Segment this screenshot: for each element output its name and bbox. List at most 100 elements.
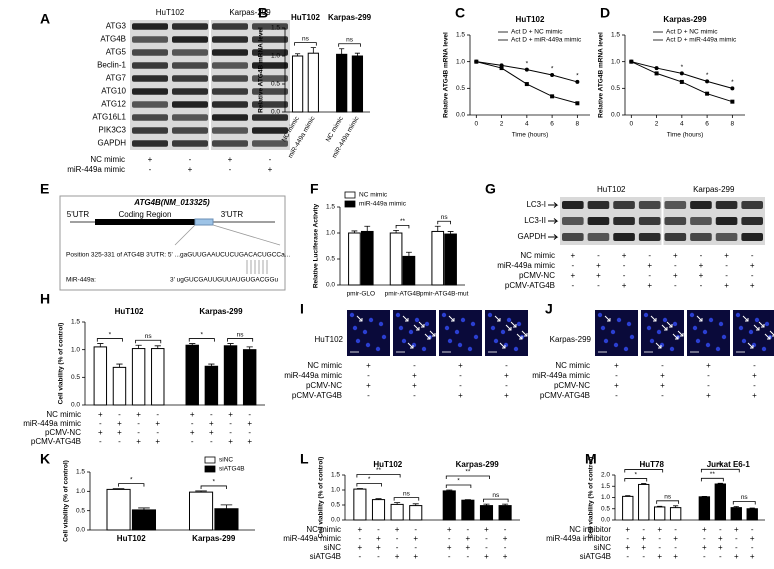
band: [587, 201, 610, 209]
error-bar: [483, 503, 490, 506]
band: [587, 233, 610, 241]
nucleus: [408, 329, 414, 335]
nucleus: [623, 346, 629, 352]
diagram-frame: [59, 195, 286, 291]
error-bar: [220, 504, 233, 509]
condition-sign: +: [657, 525, 662, 534]
nucleus: [735, 312, 741, 318]
condition-sign: +: [657, 552, 662, 561]
point: [705, 91, 710, 96]
legend-label: siATG4B: [219, 466, 245, 473]
significance-label: *: [551, 66, 554, 73]
cell-line-label: Karpas-299: [229, 8, 271, 17]
bar: [204, 365, 219, 406]
condition-sign: -: [751, 525, 754, 534]
condition-sign: +: [117, 419, 122, 428]
nucleus: [444, 325, 450, 331]
condition-sign: -: [229, 419, 232, 428]
band: [252, 101, 288, 108]
condition-sign: -: [413, 391, 416, 400]
panel-label: M: [585, 451, 597, 467]
error-bar: [351, 230, 358, 233]
bar: [746, 508, 758, 521]
band: [664, 233, 687, 241]
bar: [242, 349, 257, 406]
point: [575, 79, 580, 84]
condition-sign: +: [570, 251, 575, 260]
condition-sign: +: [247, 437, 252, 446]
condition-sign: -: [137, 419, 140, 428]
band: [212, 88, 248, 95]
condition-sign: -: [571, 281, 574, 290]
condition-sign: +: [622, 251, 627, 260]
nucleus: [362, 329, 368, 335]
error-bar: [195, 490, 207, 493]
condition-sign: -: [505, 381, 508, 390]
condition-sign: +: [718, 543, 723, 552]
x-tick-label: 2: [500, 121, 504, 128]
band: [252, 127, 288, 134]
condition-sign: +: [504, 371, 509, 380]
micrograph: [687, 310, 730, 356]
band-arrow: [548, 202, 559, 208]
puncta-arrow: [448, 315, 455, 322]
condition-sign: +: [148, 155, 153, 164]
condition-sign: +: [188, 165, 193, 174]
legend-swatch: [344, 191, 356, 199]
y-tick-label: 0.0: [76, 527, 85, 534]
nucleus: [702, 329, 708, 335]
bar: [409, 505, 423, 521]
condition-sign: +: [750, 552, 755, 561]
nucleus: [487, 312, 493, 318]
nucleus: [447, 338, 453, 344]
condition-sign: +: [660, 371, 665, 380]
region-label: Coding Region: [119, 210, 172, 219]
bar: [185, 344, 199, 406]
condition-label: pCMV-ATG4B: [540, 391, 590, 400]
condition-sign: +: [614, 381, 619, 390]
condition-sign: -: [504, 543, 507, 552]
condition-sign: -: [751, 251, 754, 260]
band: [638, 217, 661, 225]
nucleus: [516, 321, 522, 327]
y-tick-label: 1.5: [456, 32, 465, 39]
condition-sign: -: [751, 271, 754, 280]
point: [499, 66, 504, 71]
condition-sign: -: [467, 552, 470, 561]
micrograph: [485, 310, 528, 356]
puncta-arrow: [769, 330, 774, 337]
x-tick-label: Karpas-299: [192, 534, 236, 543]
condition-sign: -: [597, 281, 600, 290]
x-tick-label: 4: [680, 121, 684, 128]
x-tick-label: 8: [576, 121, 580, 128]
condition-label: NC inhibitor: [569, 525, 611, 534]
puncta-arrow: [650, 315, 657, 322]
condition-sign: +: [447, 543, 452, 552]
micrograph: [439, 310, 482, 356]
y-tick-label: 1.5: [611, 32, 620, 39]
error-bar: [657, 505, 663, 507]
error-bar: [717, 482, 723, 484]
nucleus: [460, 317, 466, 323]
significance-bracket: [356, 483, 382, 487]
x-tick-label: 8: [731, 121, 735, 128]
panel-label: J: [545, 301, 553, 317]
puncta-arrow: [499, 342, 506, 349]
significance-bracket: [395, 225, 410, 229]
band: [252, 114, 288, 121]
condition-sign: -: [597, 251, 600, 260]
mirna-sequence: 3' ugGUCGAUUGUUAUGUGACGGu: [170, 277, 279, 284]
nucleus: [708, 317, 714, 323]
condition-sign: +: [702, 543, 707, 552]
y-tick-label: 1.5: [601, 483, 610, 490]
significance-bracket: [700, 468, 740, 473]
puncta-arrow: [655, 342, 662, 349]
bar: [351, 55, 364, 113]
band: [613, 233, 635, 241]
condition-sign: -: [118, 410, 121, 419]
significance-bracket: [483, 498, 509, 503]
chart-title: Karpas-299: [663, 15, 707, 24]
significance-label: *: [526, 60, 529, 67]
x-tick-label: 0: [475, 121, 479, 128]
